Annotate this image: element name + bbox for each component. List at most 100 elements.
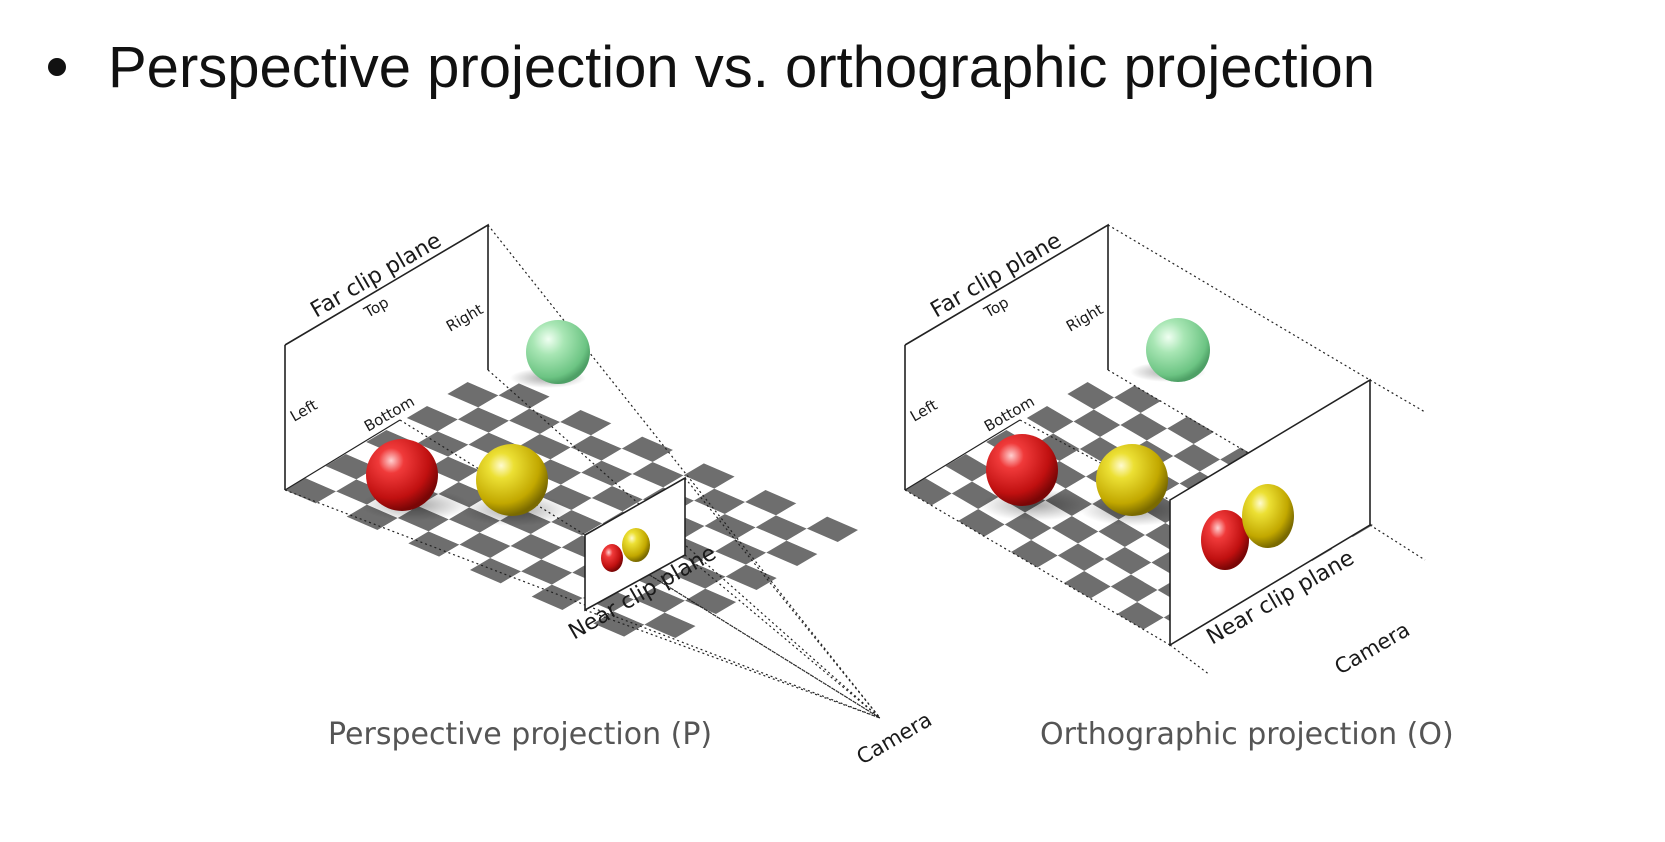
perspective-floor-tile (541, 547, 593, 573)
perspective-floor-tile (498, 383, 550, 409)
orthographic-floor-tile (1124, 535, 1172, 563)
perspective-floor-tile (644, 612, 696, 638)
perspective-floor-tile (427, 456, 479, 482)
perspective-floor-tile (683, 463, 735, 489)
orthographic-camera-label: Camera (1331, 617, 1414, 679)
orthographic-near-yellow-projection (1242, 484, 1294, 548)
perspective-floor-tile (624, 624, 676, 650)
perspective-floor-tile (386, 418, 438, 444)
perspective-left-label: Left (287, 396, 321, 426)
orthographic-floor-tile (984, 524, 1032, 552)
perspective-frustum-lines (284, 224, 881, 719)
perspective-floor-tile (704, 514, 756, 540)
orthographic-floor-tile (1051, 516, 1099, 544)
perspective-floor-tile (539, 422, 592, 448)
orthographic-floor-tile (1078, 531, 1125, 559)
orthographic-floor-tile (1153, 456, 1200, 484)
perspective-floor-tile (447, 382, 499, 408)
perspective-floor-tile (621, 436, 673, 462)
perspective-floor-tile (285, 478, 337, 504)
orthographic-floor-tile (1087, 370, 1135, 398)
perspective-floor-tile (673, 500, 725, 526)
perspective-floor-tile (674, 563, 726, 589)
orthographic-floor-tile (1037, 555, 1085, 583)
perspective-yellow-sphere (476, 444, 548, 516)
orthographic-green-sphere (1146, 318, 1210, 382)
perspective-diagram: Far clip plane Top Right Left Bottom Nea… (284, 223, 936, 769)
perspective-floor-tile (408, 531, 460, 557)
orthographic-floor-tile (1120, 413, 1168, 441)
orthographic-floor-tile (1193, 432, 1241, 460)
perspective-floor-tile (633, 587, 686, 613)
orthographic-floor-tile (1110, 574, 1158, 602)
perspective-floor-tile (766, 540, 818, 566)
perspective-floor-tile (377, 518, 429, 544)
orthographic-floor-tile (1059, 449, 1107, 477)
perspective-floor-tile (519, 434, 571, 460)
perspective-floor-tile (571, 498, 623, 524)
perspective-floor-tile (663, 475, 715, 501)
perspective-floor-tile (467, 370, 519, 396)
perspective-floor-tile (560, 472, 613, 498)
perspective-floor-tile (478, 395, 530, 421)
orthographic-floor-tile (1006, 418, 1054, 446)
perspective-floor-tile (531, 584, 583, 610)
perspective-floor-tile (427, 394, 479, 420)
orthographic-floor-tile (1011, 540, 1058, 568)
orthographic-floor-tile (1173, 444, 1221, 472)
perspective-floor-tile (500, 571, 552, 597)
perspective-floor-tile (654, 575, 706, 601)
perspective-floor-tile (560, 410, 612, 436)
orthographic-floor-tile (1047, 394, 1094, 422)
orthographic-floor-tile (1104, 547, 1152, 575)
bullet-icon (48, 58, 66, 76)
orthographic-yellow-sphere (1096, 444, 1168, 516)
perspective-floor-tile (457, 407, 510, 433)
perspective-floor-tile (601, 448, 653, 474)
perspective-floor-tile (745, 490, 797, 516)
orthographic-floor-tile (1167, 416, 1214, 444)
perspective-floor-tile (694, 488, 746, 514)
perspective-floor-tile (550, 447, 602, 473)
perspective-floor-tile (724, 502, 777, 528)
perspective-floor-tile (705, 576, 757, 602)
orthographic-floor-tile (1114, 385, 1161, 413)
perspective-floor-tile (315, 491, 367, 517)
orthographic-diagram: Far clip plane Top Right Left Bottom Nea… (904, 223, 1454, 752)
perspective-floor-tile (745, 552, 798, 578)
orthographic-floor-tile (931, 493, 979, 521)
perspective-floor-tile (529, 396, 581, 422)
perspective-green-sphere (526, 320, 590, 384)
orthographic-floor-tile (1033, 433, 1080, 461)
slide-title: Perspective projection vs. orthographic … (108, 34, 1375, 100)
perspective-floor-tile (562, 598, 614, 624)
perspective-floor-tile (613, 599, 665, 625)
orthographic-right-label: Right (1063, 300, 1106, 335)
orthographic-bottom-edge (904, 419, 1021, 491)
orthographic-floor-tile (1131, 562, 1178, 590)
perspective-floor-tile (591, 423, 643, 449)
orthographic-near-red-projection (1201, 510, 1249, 570)
orthographic-floor-tile (958, 509, 1005, 537)
perspective-floor-tile (325, 454, 377, 480)
perspective-floor-tile (581, 460, 633, 486)
perspective-floor-tile (685, 588, 737, 614)
orthographic-floor-tile (1090, 586, 1138, 614)
perspective-floor-tile (570, 435, 622, 461)
perspective-floor-tile (591, 486, 643, 512)
orthographic-floor-tile (1117, 602, 1164, 630)
perspective-floor-tile (530, 522, 583, 548)
orthographic-floor-tile (1073, 409, 1121, 437)
perspective-right-label: Right (443, 300, 486, 335)
perspective-floor-tile (806, 516, 858, 542)
perspective-floor-tile (488, 420, 540, 446)
orthographic-caption: Orthographic projection (O) (1040, 717, 1454, 752)
perspective-floor-tile (664, 600, 716, 626)
perspective-floor-tile (428, 519, 480, 545)
perspective-floor-tile (652, 450, 704, 476)
perspective-floor-tile (776, 503, 828, 529)
orthographic-floor-tile (945, 454, 993, 482)
perspective-floor-tile (735, 527, 787, 553)
orthographic-floor-tile (1084, 559, 1132, 587)
perspective-floor-tile (406, 406, 458, 432)
